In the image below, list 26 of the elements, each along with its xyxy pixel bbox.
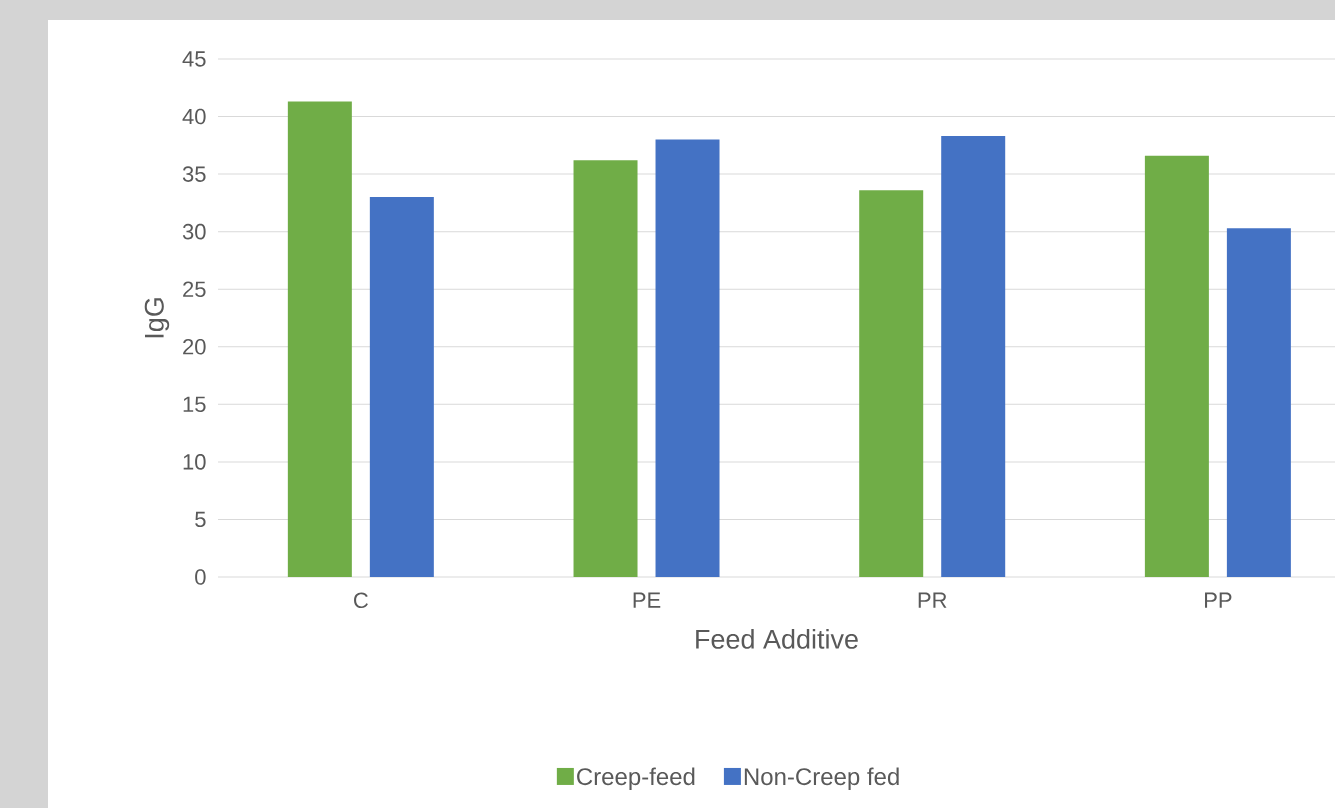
y-tick-label: 0	[195, 569, 206, 585]
x-tick-label: C	[354, 592, 368, 609]
y-tick-label: 45	[182, 51, 206, 67]
bar	[573, 160, 638, 577]
bar	[1144, 155, 1209, 577]
y-tick-label: 40	[182, 108, 206, 125]
y-tick-label: 5	[195, 511, 206, 528]
y-tick-label: 20	[183, 338, 206, 355]
x-tick-label: PE	[633, 592, 661, 608]
bar	[1226, 228, 1291, 577]
y-axis-title: IgG	[144, 298, 170, 338]
bar	[941, 136, 1006, 577]
y-tick-label: 30	[182, 223, 206, 240]
bar	[859, 190, 924, 577]
legend-label: Creep-feed	[577, 767, 695, 790]
y-tick-label: 25	[183, 281, 206, 297]
y-tick-label: 35	[182, 166, 206, 182]
x-tick-label: PR	[918, 592, 947, 608]
legend-label: Non-Creep fed	[744, 767, 899, 790]
y-tick-label: 15	[183, 396, 206, 413]
x-axis-title: Feed Additive	[696, 628, 858, 649]
bar	[369, 197, 434, 577]
bar	[287, 101, 352, 577]
y-tick-label: 10	[183, 454, 206, 470]
bar	[655, 139, 720, 577]
x-tick-label: PP	[1205, 592, 1232, 608]
